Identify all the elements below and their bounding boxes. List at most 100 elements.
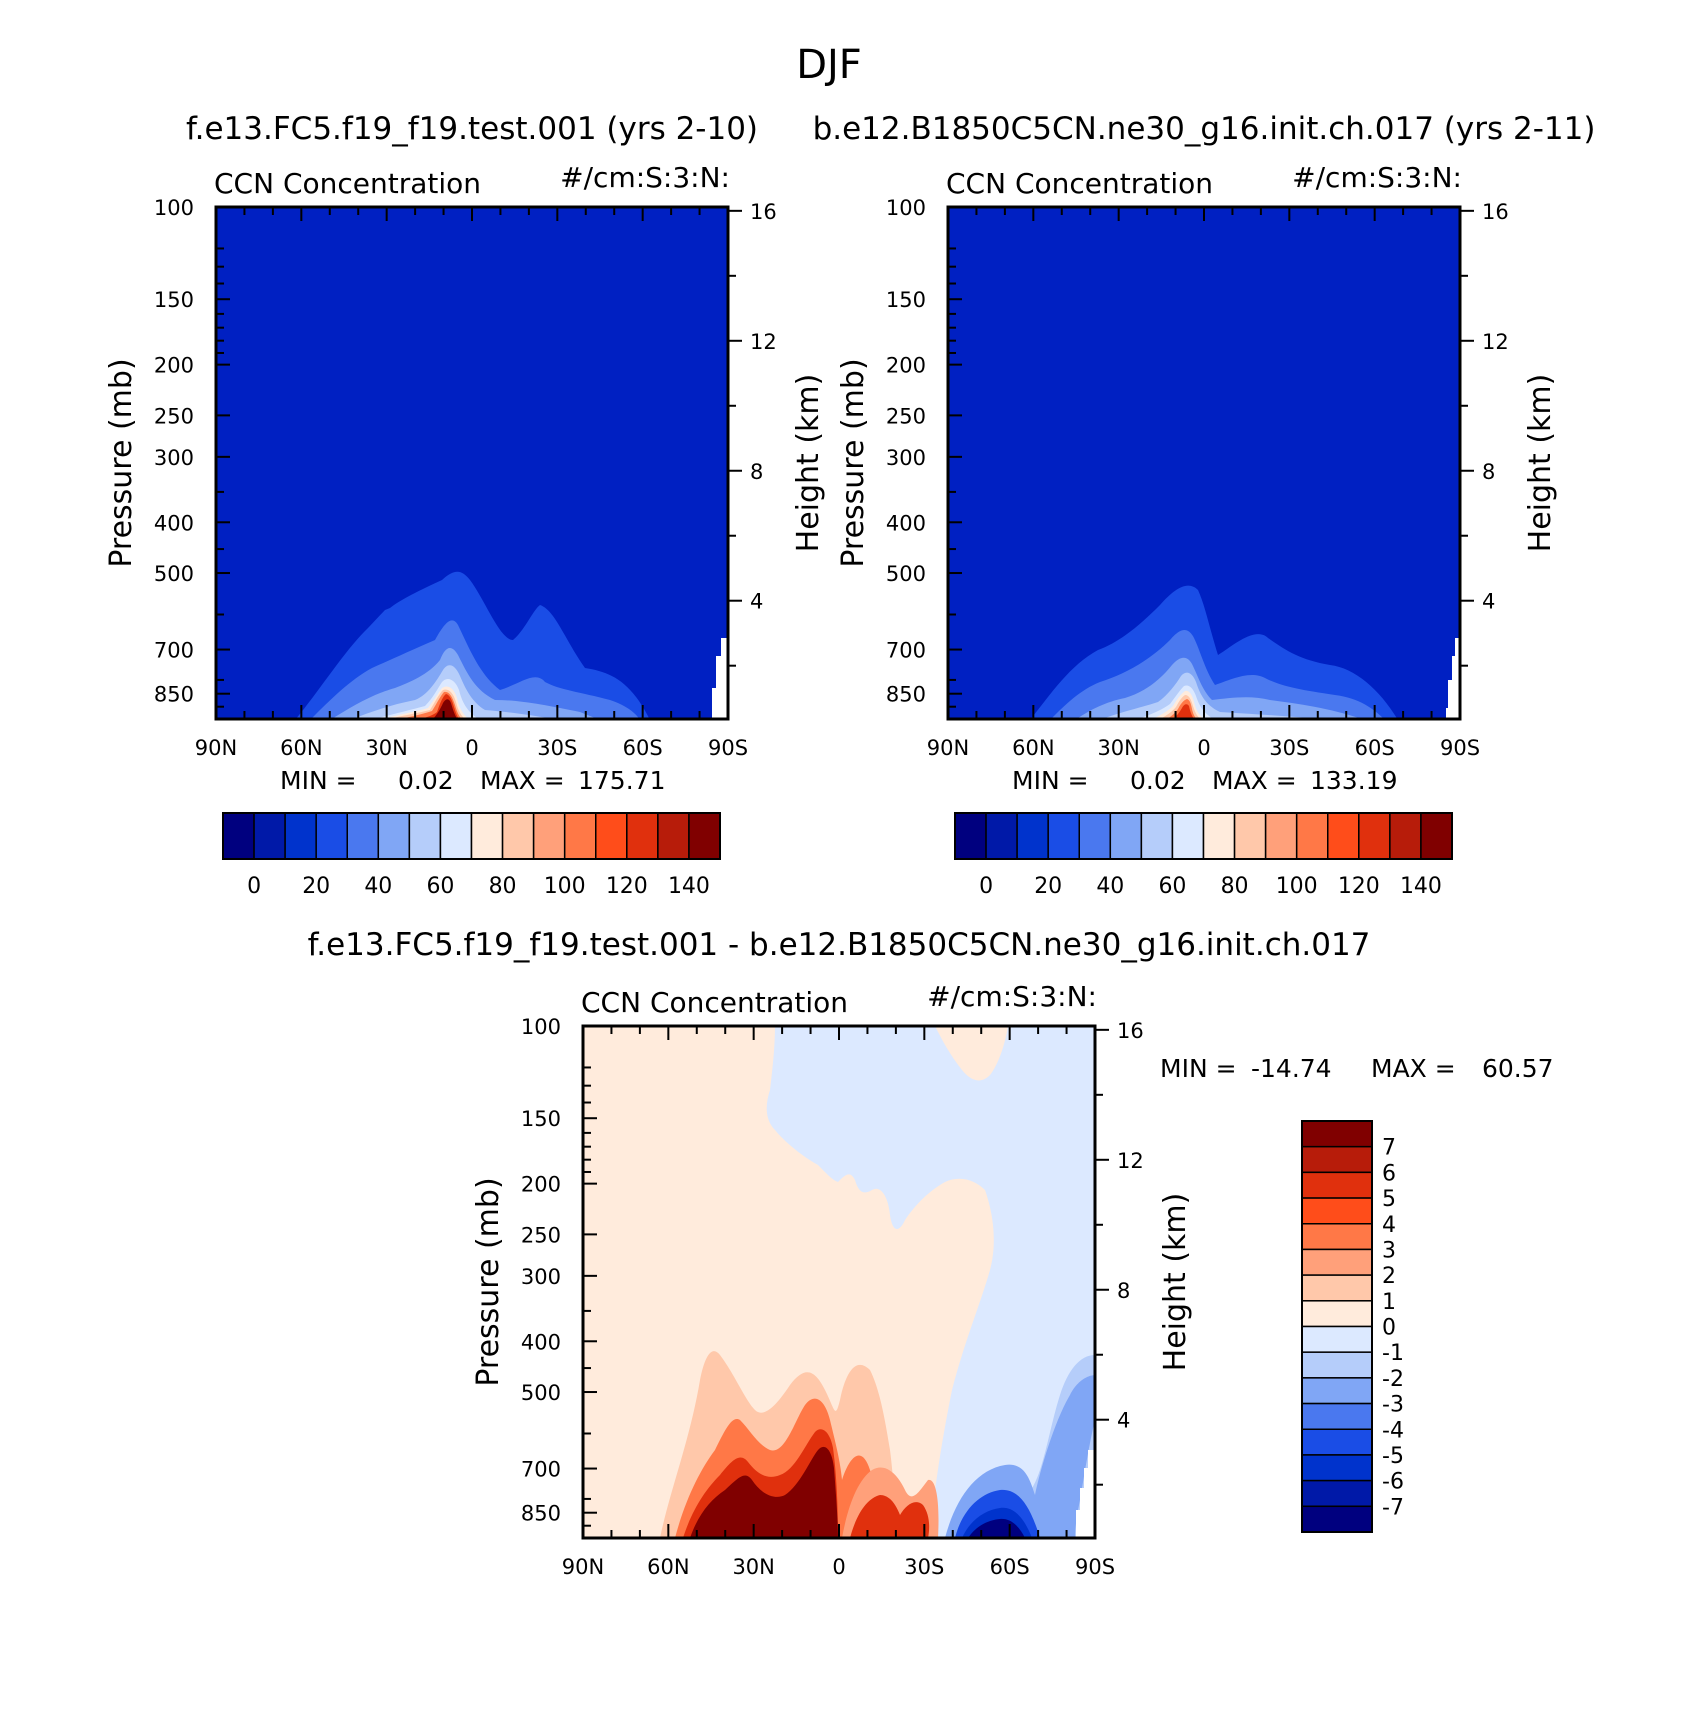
colorbar-box — [1301, 1120, 1373, 1148]
colorbar-box — [954, 812, 987, 860]
pressure-tick-label: 100 — [521, 1015, 561, 1039]
colorbar-label: 80 — [489, 874, 517, 899]
pressure-tick-label: 850 — [154, 683, 194, 707]
height-tick-label: 16 — [1482, 200, 1509, 224]
colorbar-box — [532, 812, 566, 860]
colorbar-label: 6 — [1382, 1161, 1396, 1186]
colorbar-box — [1301, 1325, 1373, 1353]
panel-diff-positive-pocket — [935, 1026, 1008, 1081]
pressure-tick-label: 200 — [521, 1173, 561, 1197]
colorbar-label: 40 — [364, 874, 392, 899]
pressure-tick-label: 700 — [886, 639, 926, 663]
pressure-tick-label: 700 — [154, 639, 194, 663]
height-tick-label: 8 — [1117, 1279, 1130, 1303]
panel-1-plot-area — [216, 207, 728, 719]
height-axis-label: Height (km) — [1158, 1193, 1193, 1372]
lat-tick-label: 0 — [1197, 736, 1210, 760]
height-tick-label: 12 — [1117, 1149, 1144, 1173]
panel-2-contour-l6 — [1102, 672, 1320, 719]
pressure-tick-label: 700 — [521, 1458, 561, 1482]
panel-2-variable-label: CCN Concentration — [946, 167, 1213, 200]
panel-diff-case-title: f.e13.FC5.f19_f19.test.001 - b.e12.B1850… — [308, 927, 1371, 963]
panel-diff-min-label: MIN = — [1160, 1054, 1237, 1083]
colorbar-box — [595, 812, 628, 860]
colorbar-label: 120 — [1338, 874, 1380, 899]
panel-1-min-label: MIN = — [280, 766, 357, 795]
lat-tick-label: 90S — [708, 736, 748, 760]
panel-diff-missing-surface — [1076, 1450, 1095, 1538]
colorbar-box — [1301, 1248, 1373, 1276]
colorbar-box — [439, 812, 473, 860]
colorbar-box — [563, 812, 597, 860]
panel-diff-variable-label: CCN Concentration — [581, 986, 848, 1019]
figure-title: DJF — [796, 42, 862, 88]
pressure-tick-label: 300 — [521, 1265, 561, 1289]
height-tick-label: 4 — [1117, 1409, 1130, 1433]
colorbar-label: 0 — [979, 874, 993, 899]
colorbar-label: 20 — [302, 874, 330, 899]
colorbar-label: 100 — [544, 874, 586, 899]
pressure-tick-label: 500 — [154, 562, 194, 586]
lat-tick-label: 90N — [927, 736, 969, 760]
lat-tick-label: 30N — [1097, 736, 1139, 760]
lat-tick-label: 60S — [990, 1555, 1030, 1579]
pressure-axis-label: Pressure (mb) — [471, 1177, 506, 1386]
colorbar-box — [1047, 812, 1080, 860]
pressure-tick-label: 100 — [886, 196, 926, 220]
pressure-axis-label: Pressure (mb) — [104, 358, 139, 567]
colorbar-label: -4 — [1382, 1418, 1404, 1443]
panel-diff: f.e13.FC5.f19_f19.test.001 - b.e12.B1850… — [308, 927, 1554, 1579]
colorbar-label: 140 — [1400, 874, 1442, 899]
panel-2-max-value: 133.19 — [1310, 766, 1397, 795]
panel-2-contour-l13 — [1173, 704, 1195, 719]
colorbar-box — [1171, 812, 1205, 860]
panel-2-case-title: b.e12.B1850C5CN.ne30_g16.init.ch.017 (yr… — [813, 111, 1596, 147]
panel-1-contour-l5 — [331, 648, 598, 719]
height-tick-label: 4 — [1482, 590, 1495, 614]
panel-1-colorbar: 0 20 40 60 80 100 120 140 — [222, 812, 721, 899]
panel-diff-neg-7 — [968, 1518, 1025, 1538]
pressure-tick-label: 150 — [521, 1107, 561, 1131]
lat-tick-label: 0 — [465, 736, 478, 760]
panel-1-case-title: f.e13.FC5.f19_f19.test.001 (yrs 2-10) — [186, 111, 758, 147]
height-tick-label: 16 — [750, 200, 777, 224]
panel-diff-plot-area — [583, 1026, 1095, 1538]
colorbar-frame — [222, 812, 721, 860]
panel-1-max-label: MAX = — [480, 766, 565, 795]
panel-2-missing-surface — [1446, 638, 1460, 719]
colorbar-label: 4 — [1382, 1213, 1396, 1238]
lat-tick-label: 90N — [562, 1555, 604, 1579]
colorbar-label: 2 — [1382, 1264, 1396, 1289]
panel-diff-min-value: -14.74 — [1251, 1054, 1332, 1083]
colorbar-label: 0 — [1382, 1316, 1396, 1341]
colorbar-label: 100 — [1276, 874, 1318, 899]
lat-tick-label: 60N — [647, 1555, 689, 1579]
colorbar-label: 120 — [606, 874, 648, 899]
colorbar-label: 5 — [1382, 1187, 1396, 1212]
panel-2-max-label: MAX = — [1212, 766, 1297, 795]
panel-2-axes: 100 150 200 250 300 400 500 700 850 16 12 8 4 90N 60N 3… — [836, 196, 1558, 760]
colorbar-box — [1301, 1351, 1373, 1379]
lat-tick-label: 30S — [1269, 736, 1309, 760]
pressure-axis-label: Pressure (mb) — [836, 358, 871, 567]
colorbar-box — [985, 812, 1018, 860]
colorbar-box — [1301, 1145, 1373, 1174]
colorbar-box — [501, 812, 535, 860]
colorbar-box — [626, 812, 659, 860]
colorbar-box — [315, 812, 348, 860]
height-tick-label: 4 — [750, 590, 763, 614]
colorbar-box — [1301, 1428, 1373, 1456]
colorbar-box — [408, 812, 442, 860]
panel-2-contours — [1030, 585, 1460, 719]
pressure-tick-label: 100 — [154, 196, 194, 220]
colorbar-box — [1016, 812, 1049, 860]
colorbar-box — [1301, 1454, 1373, 1482]
colorbar-label: 7 — [1382, 1136, 1396, 1161]
colorbar-box — [1264, 812, 1298, 860]
lat-tick-label: 90S — [1075, 1555, 1115, 1579]
colorbar-box — [657, 812, 690, 860]
pressure-tick-label: 250 — [886, 404, 926, 428]
panel-1-variable-label: CCN Concentration — [214, 167, 481, 200]
